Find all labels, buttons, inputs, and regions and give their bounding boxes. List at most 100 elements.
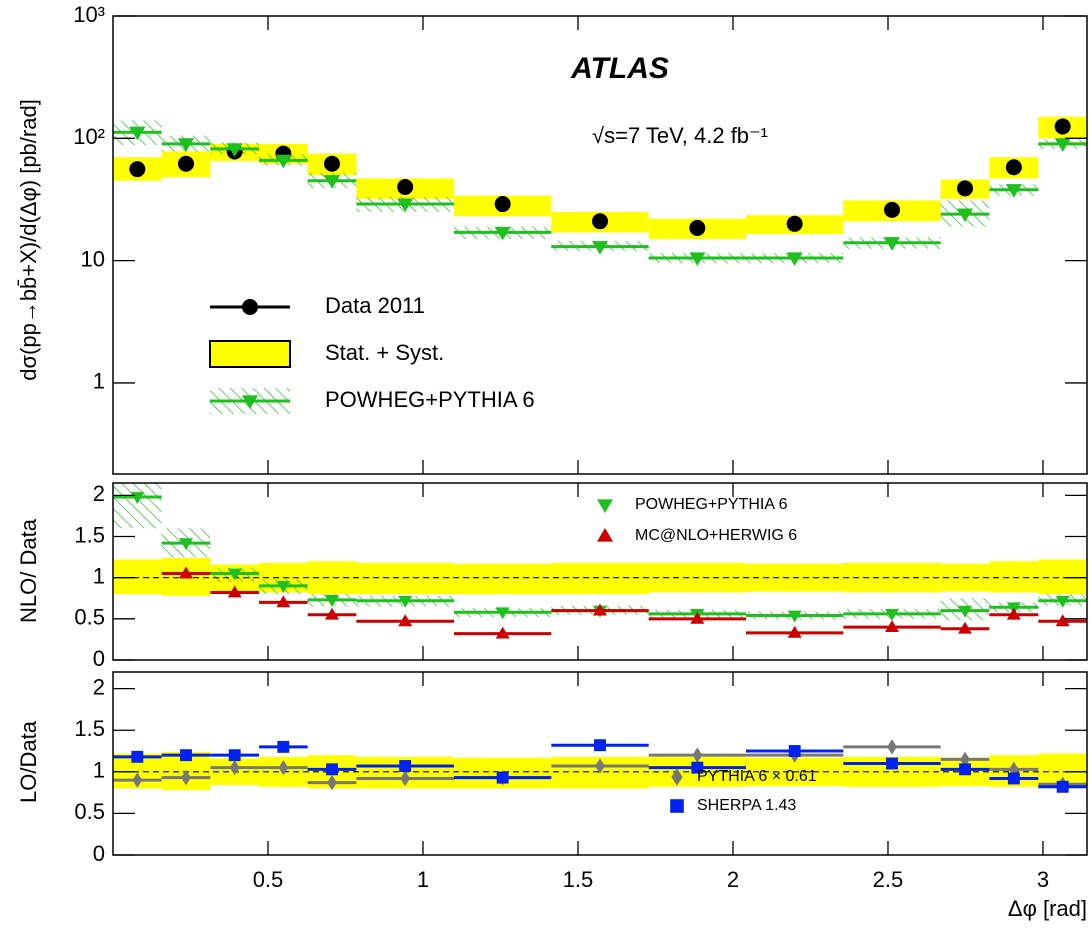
y-tick-label: 2 bbox=[93, 481, 105, 506]
marker bbox=[788, 745, 801, 757]
marker bbox=[276, 581, 291, 593]
marker bbox=[1054, 138, 1071, 152]
marker bbox=[131, 750, 144, 763]
marker bbox=[689, 252, 706, 267]
marker bbox=[1005, 159, 1022, 176]
marker bbox=[181, 769, 191, 786]
legend-label: Stat. + Syst. bbox=[325, 340, 444, 365]
marker bbox=[494, 226, 511, 241]
x-tick-label: 0.5 bbox=[253, 867, 284, 892]
uncertainty-band bbox=[453, 563, 552, 595]
marker bbox=[277, 740, 290, 753]
legend-label: SHERPA 1.43 bbox=[697, 797, 796, 814]
marker bbox=[1055, 595, 1070, 608]
marker bbox=[884, 237, 901, 251]
marker bbox=[495, 607, 510, 620]
uncertainty-band bbox=[1038, 559, 1087, 595]
chart-title: ATLAS bbox=[570, 52, 669, 85]
y-tick-label: 0.5 bbox=[74, 799, 105, 824]
y-tick-label: 10² bbox=[73, 124, 105, 149]
marker bbox=[227, 568, 242, 581]
uncertainty-band bbox=[551, 562, 649, 595]
marker bbox=[278, 759, 289, 776]
legend-label: PYTHIA 6 × 0.61 bbox=[697, 768, 817, 785]
legend-swatch bbox=[209, 340, 291, 368]
marker bbox=[275, 154, 292, 169]
marker bbox=[690, 611, 705, 624]
marker bbox=[178, 155, 195, 172]
marker bbox=[592, 241, 608, 255]
marker bbox=[325, 607, 340, 620]
marker bbox=[958, 621, 973, 634]
marker bbox=[1006, 607, 1021, 620]
legend-label: MC@NLO+HERWIG 6 bbox=[635, 527, 797, 544]
y-tick-label: 10 bbox=[81, 246, 105, 271]
marker bbox=[496, 771, 509, 784]
marker bbox=[692, 747, 703, 763]
marker bbox=[786, 252, 803, 267]
y-tick-label: 1 bbox=[93, 758, 105, 783]
marker bbox=[885, 608, 900, 621]
marker bbox=[180, 749, 192, 762]
marker bbox=[1056, 780, 1069, 793]
y-tick-label: 1.5 bbox=[74, 716, 105, 741]
marker bbox=[960, 751, 970, 768]
marker bbox=[1005, 184, 1022, 198]
marker bbox=[958, 605, 973, 618]
y-tick-label: 1 bbox=[93, 563, 105, 588]
y-tick-label: 2 bbox=[93, 674, 105, 699]
y-axis-label: dσ(pp→bb̄+X)/d(Δφ) [pb/rad] bbox=[16, 99, 41, 381]
frame bbox=[112, 15, 1088, 475]
marker bbox=[398, 614, 413, 627]
marker bbox=[178, 138, 195, 152]
marker bbox=[1055, 614, 1070, 627]
frame bbox=[112, 482, 1088, 661]
marker bbox=[229, 759, 240, 776]
marker bbox=[957, 208, 974, 223]
marker bbox=[689, 219, 706, 236]
x-tick-label: 2.5 bbox=[873, 867, 904, 892]
marker bbox=[226, 143, 243, 157]
marker bbox=[326, 763, 338, 776]
marker bbox=[242, 299, 258, 315]
x-axis-label: Δφ [rad] bbox=[1008, 896, 1087, 921]
y-tick-label: 1 bbox=[93, 369, 105, 394]
marker bbox=[671, 768, 683, 786]
marker bbox=[594, 739, 606, 752]
marker bbox=[884, 201, 901, 218]
marker bbox=[593, 603, 607, 616]
chart-subtitle: √s=7 TeV, 4.2 fb⁻¹ bbox=[592, 123, 768, 148]
uncertainty-band bbox=[113, 483, 162, 529]
plot-area bbox=[113, 483, 1087, 639]
marker bbox=[397, 198, 414, 213]
x-tick-label: 3 bbox=[1037, 867, 1049, 892]
legend-label: Data 2011 bbox=[325, 293, 425, 318]
marker bbox=[1007, 772, 1020, 785]
marker bbox=[129, 126, 146, 141]
marker bbox=[400, 770, 411, 787]
y-tick-label: 0.5 bbox=[74, 605, 105, 630]
marker bbox=[494, 196, 511, 213]
marker bbox=[228, 749, 241, 762]
y-axis-label: LO/Data bbox=[16, 720, 41, 803]
marker bbox=[179, 566, 194, 579]
y-tick-label: 0 bbox=[93, 646, 105, 671]
x-tick-label: 2 bbox=[727, 867, 739, 892]
y-tick-label: 1.5 bbox=[74, 522, 105, 547]
marker bbox=[327, 774, 337, 791]
marker bbox=[179, 538, 194, 551]
y-axis-label: NLO/ Data bbox=[16, 518, 41, 623]
y-tick-label: 0 bbox=[93, 841, 105, 866]
uncertainty-band bbox=[356, 562, 454, 595]
marker bbox=[495, 626, 510, 639]
marker bbox=[885, 620, 900, 632]
marker bbox=[129, 161, 146, 178]
marker bbox=[325, 595, 340, 607]
marker bbox=[399, 760, 412, 772]
marker bbox=[959, 763, 971, 776]
marker bbox=[597, 499, 613, 513]
marker bbox=[592, 213, 608, 230]
marker bbox=[398, 595, 413, 608]
